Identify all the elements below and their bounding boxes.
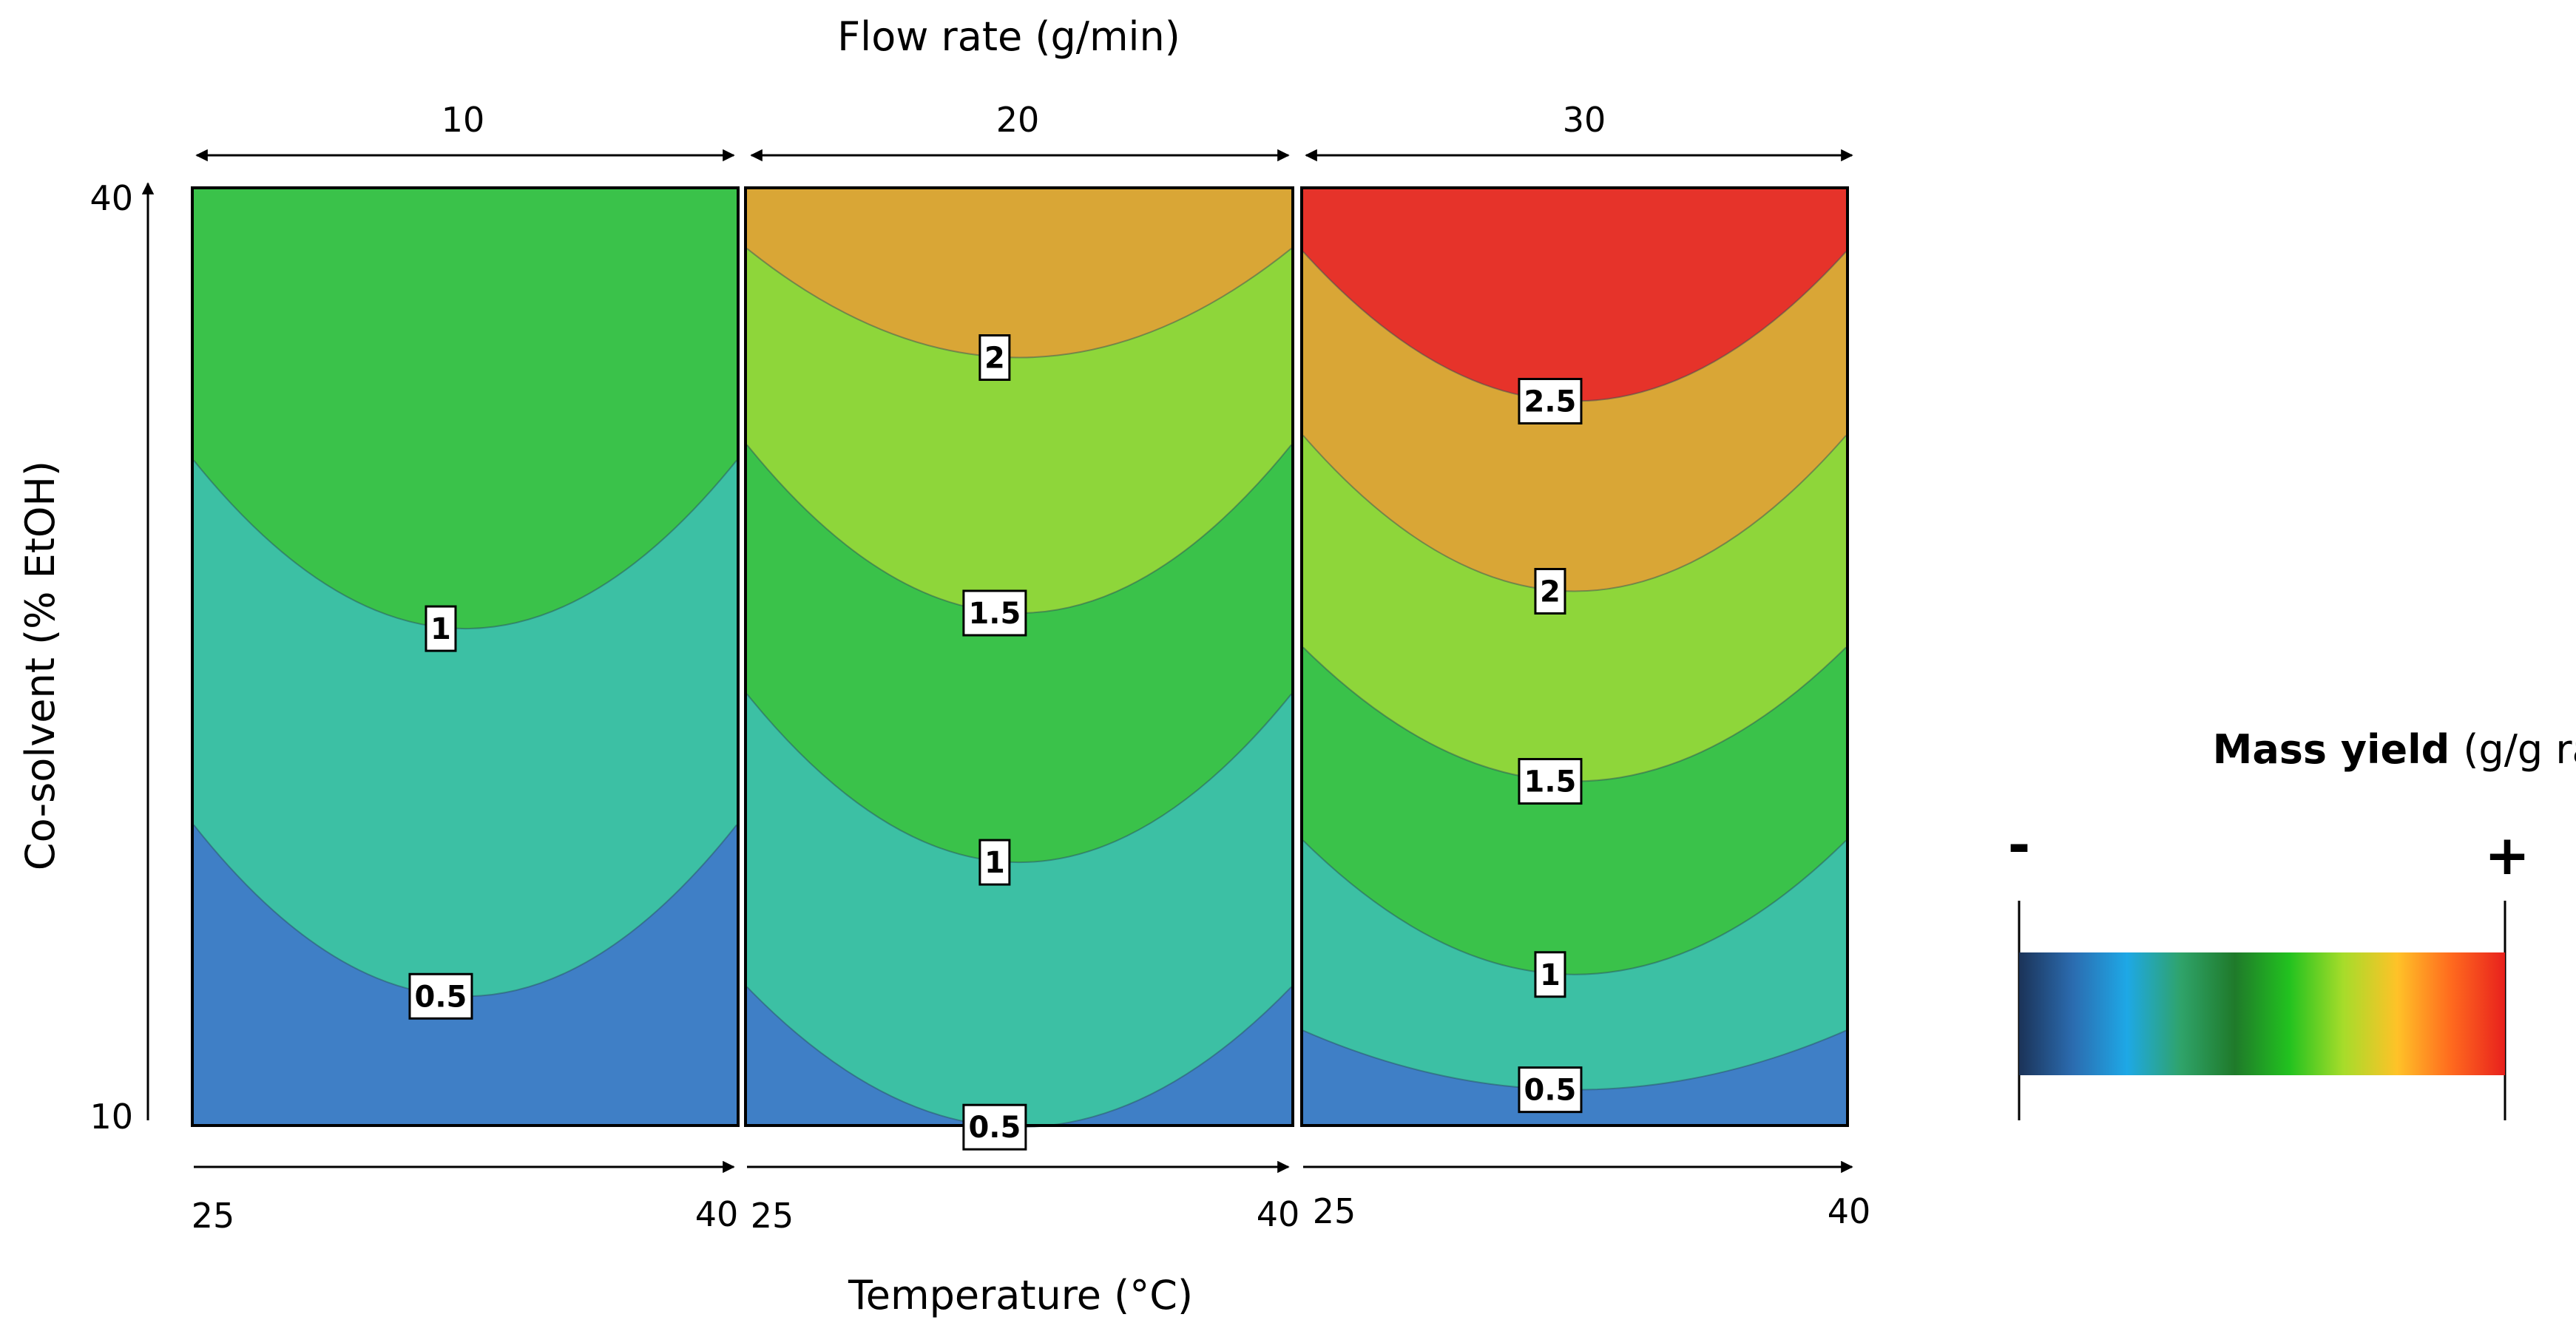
x-tick-label-min: 25 <box>751 1196 794 1236</box>
contour-label: 0.5 <box>415 980 467 1014</box>
contour-labels: 0.5 1 1.5 2 <box>962 334 1027 1151</box>
contour-labels: 0.5 1 1.5 2 2.5 <box>1518 378 1583 1114</box>
y-tick-label-bottom: 10 <box>89 1097 133 1137</box>
contour-line <box>746 693 1292 863</box>
panel-flow-20: 20 0.5 1 1.5 2 25 40 <box>744 100 1300 1236</box>
color-legend: Mass yield (g/g raw material) - + <box>2008 726 2576 1120</box>
chart-title: Flow rate (g/min) <box>837 13 1180 60</box>
contour-bands <box>1303 189 1846 1125</box>
contour-label-box <box>1518 1066 1583 1114</box>
contour-line <box>1302 839 1847 975</box>
contour-label: 1 <box>1540 958 1561 992</box>
y-tick-label-top: 40 <box>89 178 133 218</box>
legend-colorbar <box>2019 952 2505 1075</box>
contour-label: 0.5 <box>968 1111 1021 1145</box>
contour-band <box>1303 840 1846 1124</box>
y-axis-label: Co-solvent (% EtOH) <box>17 461 64 870</box>
panel-flow-label: 20 <box>996 100 1040 140</box>
contour-label: 2.5 <box>1524 385 1577 419</box>
contour-label: 2 <box>1540 575 1561 609</box>
contour-label-box <box>962 589 1027 637</box>
contour-labels: 0.51 <box>408 605 473 1020</box>
contour-label: 1 <box>984 846 1005 880</box>
x-tick-label-min: 25 <box>192 1196 235 1236</box>
x-tick-label-max: 40 <box>1257 1194 1300 1234</box>
x-tick-label-max: 40 <box>695 1194 739 1234</box>
panel-frame <box>191 186 740 1127</box>
contour-bands <box>194 189 737 1124</box>
contour-band <box>1303 1030 1846 1124</box>
panel-flow-label: 30 <box>1563 100 1606 140</box>
x-axis-label: Temperature (°C) <box>848 1272 1193 1319</box>
contour-line <box>746 248 1292 359</box>
x-tick-label-max: 40 <box>1828 1191 1871 1231</box>
contour-label: 2 <box>984 342 1005 376</box>
contour-label-box <box>1518 378 1583 425</box>
legend-title: Mass yield (g/g raw material) <box>2213 726 2576 773</box>
contour-label-box <box>978 334 1011 382</box>
contour-band <box>194 825 737 1124</box>
panel-flow-30: 30 0.5 1 1.5 2 2.5 25 40 <box>1300 100 1871 1231</box>
contour-label: 1 <box>430 612 451 646</box>
legend-min-label: - <box>2008 813 2031 877</box>
contour-bands <box>747 189 1291 1128</box>
contour-label-box <box>1534 951 1566 998</box>
panel-frame <box>1300 186 1849 1127</box>
contour-band <box>747 694 1291 1124</box>
x-tick-label-min: 25 <box>1313 1191 1356 1231</box>
contour-label-box <box>962 1103 1027 1151</box>
contour-label: 1.5 <box>1524 765 1577 799</box>
contour-line <box>1302 435 1847 592</box>
contour-label-box <box>1518 758 1583 805</box>
contour-band <box>747 986 1291 1128</box>
contour-label-box <box>978 839 1011 886</box>
contour-line <box>193 459 737 629</box>
legend-title-bold: Mass yield <box>2213 726 2450 773</box>
panel-flow-label: 10 <box>442 100 485 140</box>
contour-label-box <box>1534 568 1566 615</box>
legend-max-label: + <box>2484 824 2530 887</box>
legend-title-rest: (g/g raw material) <box>2463 726 2576 773</box>
contour-label-box <box>408 972 473 1020</box>
contour-label: 1.5 <box>968 597 1021 631</box>
contour-label: 0.5 <box>1524 1074 1577 1108</box>
panel-flow-10: 10 0.51 25 40 <box>191 100 740 1236</box>
contour-label-box <box>425 605 457 652</box>
